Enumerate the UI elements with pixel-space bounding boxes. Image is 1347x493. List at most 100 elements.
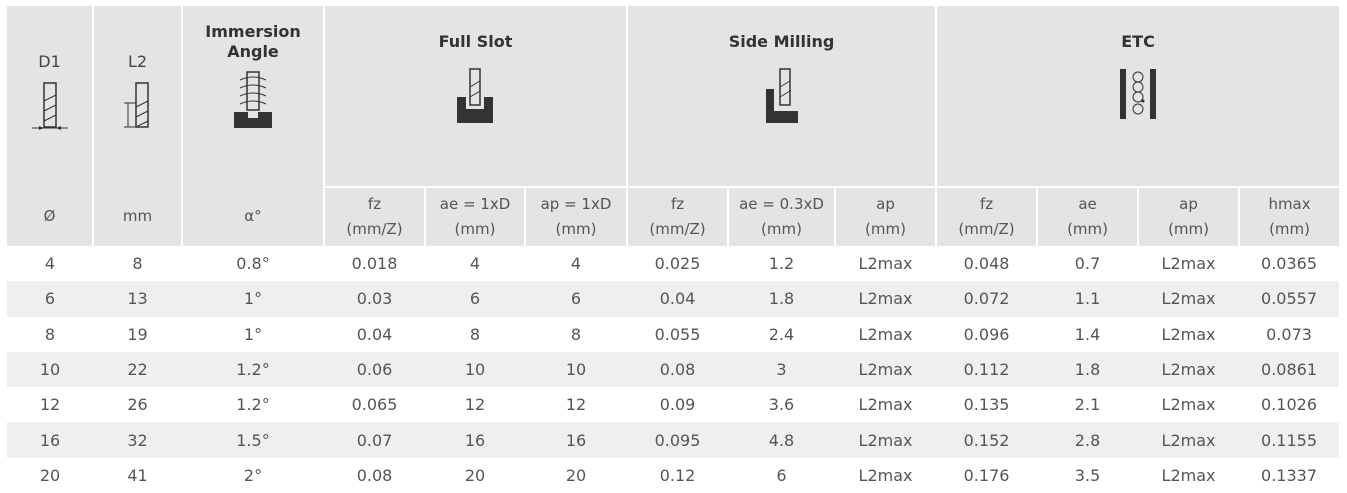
cell: 0.152 (936, 422, 1038, 458)
cell: 3.5 (1037, 457, 1139, 493)
table-row: 6 13 1° 0.03 6 6 0.04 1.8 L2max 0.072 1.1 L2max 0.05… (7, 281, 1340, 317)
cell: L2max (835, 351, 937, 388)
cell: 0.048 (936, 246, 1038, 282)
cell: 12 (425, 387, 525, 423)
cell: 4 (7, 246, 93, 282)
cell: 0.09 (627, 387, 729, 423)
cell: 0.06 (324, 351, 425, 388)
cell: 6 (728, 457, 836, 493)
cell: 1.1 (1037, 281, 1139, 317)
cell: 1.4 (1037, 316, 1139, 352)
cell: L2max (835, 387, 937, 423)
cell: 1.5° (182, 422, 324, 458)
angle-unit: α° (181, 187, 324, 246)
cell: 6 (425, 281, 525, 317)
cell: 2.1 (1037, 387, 1139, 423)
etc-fz-header: fz (mm/Z) (935, 186, 1038, 246)
cell: 3.6 (728, 387, 836, 423)
full-slot-ae-header: ae = 1xD (mm) (424, 186, 525, 246)
l2-label: L2 (127, 52, 148, 71)
table-row: 10 22 1.2° 0.06 10 10 0.08 3 L2max 0.112 1.8 L2max 0… (7, 351, 1340, 388)
side-milling-ap-header: ap (mm) (834, 186, 937, 246)
cell: 10 (7, 351, 93, 388)
cell: 20 (7, 457, 93, 493)
ramping-icon (183, 70, 323, 130)
table-row: 12 26 1.2° 0.065 12 12 0.09 3.6 L2max 0.135 2.1 L2m… (7, 387, 1340, 423)
cutting-data-table: D1 L2 (7, 6, 1340, 493)
etc-label: ETC (1121, 32, 1155, 51)
cell: 3 (728, 351, 836, 388)
side-milling-ae-header: ae = 0.3xD (mm) (727, 186, 836, 246)
cell: 8 (525, 316, 628, 352)
cell: L2max (1138, 387, 1240, 423)
cell: 12 (7, 387, 93, 423)
cell: 0.073 (1239, 316, 1340, 352)
table-body: 4 8 0.8° 0.018 4 4 0.025 1.2 L2max 0.048 0.7 L2max 0… (7, 246, 1340, 493)
cell: 0.7 (1037, 246, 1139, 282)
length-icon (94, 81, 181, 133)
cell: 32 (93, 422, 182, 458)
cell: 13 (93, 281, 182, 317)
cell: 1° (182, 316, 324, 352)
cell: 0.0365 (1239, 246, 1340, 282)
cell: 22 (93, 351, 182, 388)
cell: 20 (525, 457, 628, 493)
d1-header: D1 (7, 6, 93, 187)
cell: 0.08 (627, 351, 729, 388)
cell: 1.2° (182, 387, 324, 423)
immersion-angle-label: Immersion Angle (205, 22, 301, 61)
immersion-angle-header: Immersion Angle (181, 6, 324, 187)
cell: 1.2° (182, 351, 324, 388)
full-slot-ap-header: ap = 1xD (mm) (523, 186, 628, 246)
full-slot-group-header: Full Slot (322, 6, 628, 187)
etc-group-header: ETC (935, 6, 1340, 187)
cell: 6 (525, 281, 628, 317)
cell: 41 (93, 457, 182, 493)
side-milling-label: Side Milling (728, 32, 835, 51)
cell: 0.135 (936, 387, 1038, 423)
cell: L2max (1138, 457, 1240, 493)
cell: 20 (425, 457, 525, 493)
cell: 0.018 (324, 246, 425, 282)
cell: 0.07 (324, 422, 425, 458)
cell: 0.055 (627, 316, 729, 352)
cell: 0.025 (627, 246, 729, 282)
cell: 10 (425, 351, 525, 388)
cutting-data-table-wrapper: D1 L2 (7, 6, 1340, 493)
d1-unit: Ø (7, 187, 93, 246)
cell: 8 (425, 316, 525, 352)
cell: 8 (7, 316, 93, 352)
cell: 0.096 (936, 316, 1038, 352)
cell: 12 (525, 387, 628, 423)
cell: 0.8° (182, 246, 324, 282)
cell: 4.8 (728, 422, 836, 458)
cell: 0.03 (324, 281, 425, 317)
cell: 0.08 (324, 457, 425, 493)
cell: 0.0861 (1239, 351, 1340, 388)
cell: 6 (7, 281, 93, 317)
table-row: 8 19 1° 0.04 8 8 0.055 2.4 L2max 0.096 1.4 L2max 0.0… (7, 316, 1340, 352)
cell: 1.2 (728, 246, 836, 282)
full-slot-fz-header: fz (mm/Z) (323, 186, 425, 246)
diameter-icon (7, 81, 92, 133)
cell: 0.1155 (1239, 422, 1340, 458)
cell: L2max (835, 316, 937, 352)
cell: 16 (425, 422, 525, 458)
l2-unit: mm (92, 187, 182, 246)
etc-hmax-header: hmax (mm) (1238, 186, 1340, 246)
cell: 2.4 (728, 316, 836, 352)
cell: 0.112 (936, 351, 1038, 388)
d1-label: D1 (38, 52, 61, 71)
full-slot-label: Full Slot (438, 32, 513, 51)
cell: L2max (1138, 316, 1240, 352)
cell: 0.04 (627, 281, 729, 317)
table-row: 16 32 1.5° 0.07 16 16 0.095 4.8 L2max 0.152 2.8 L2m… (7, 422, 1340, 458)
cell: L2max (835, 281, 937, 317)
cell: 0.04 (324, 316, 425, 352)
cell: 4 (525, 246, 628, 282)
etc-ae-header: ae (mm) (1036, 186, 1139, 246)
cell: 4 (425, 246, 525, 282)
side-milling-fz-header: fz (mm/Z) (626, 186, 729, 246)
table-row: 20 41 2° 0.08 20 20 0.12 6 L2max 0.176 3.5 L2max 0.1… (7, 457, 1340, 493)
l2-header: L2 (92, 6, 182, 187)
